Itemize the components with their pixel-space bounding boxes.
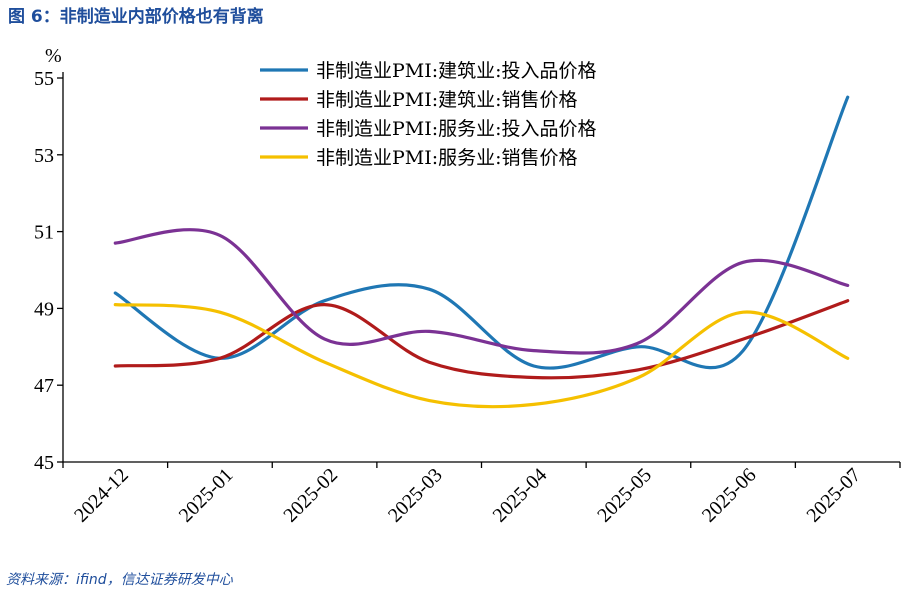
x-tick-label: 2025-01: [175, 464, 238, 527]
x-tick-label: 2025-04: [489, 464, 552, 527]
y-tick-label: 45: [34, 452, 54, 474]
x-tick-label: 2025-06: [698, 464, 761, 527]
x-tick-label: 2025-05: [593, 464, 656, 527]
series-line-3: [113, 228, 850, 355]
figure-title: 图 6：非制造业内部价格也有背离: [8, 7, 264, 27]
x-tick-label: 2025-03: [384, 464, 447, 527]
source-note: 资料来源：ifind，信达证券研发中心: [6, 572, 233, 588]
legend-label-1: 非制造业PMI:建筑业:投入品价格: [316, 60, 597, 82]
x-tick-label: 2025-02: [279, 464, 342, 527]
y-tick-label: 55: [34, 68, 54, 90]
legend: 非制造业PMI:建筑业:投入品价格非制造业PMI:建筑业:销售价格非制造业PMI…: [260, 60, 597, 169]
legend-label-4: 非制造业PMI:服务业:销售价格: [316, 147, 578, 169]
y-tick-label: 53: [34, 145, 54, 167]
series-lines-layer: [113, 95, 850, 409]
series-line-1: [113, 95, 850, 370]
legend-label-2: 非制造业PMI:建筑业:销售价格: [316, 89, 578, 111]
y-tick-label: 49: [34, 298, 54, 320]
legend-label-3: 非制造业PMI:服务业:投入品价格: [316, 118, 597, 140]
y-tick-label: 47: [34, 375, 54, 397]
series-line-2: [113, 299, 850, 380]
series-line-4: [113, 303, 850, 409]
x-tick-label: 2025-07: [803, 464, 866, 527]
x-tick-label: 2024-12: [70, 464, 133, 527]
y-axis-unit: %: [45, 45, 62, 67]
y-tick-label: 51: [34, 222, 54, 244]
